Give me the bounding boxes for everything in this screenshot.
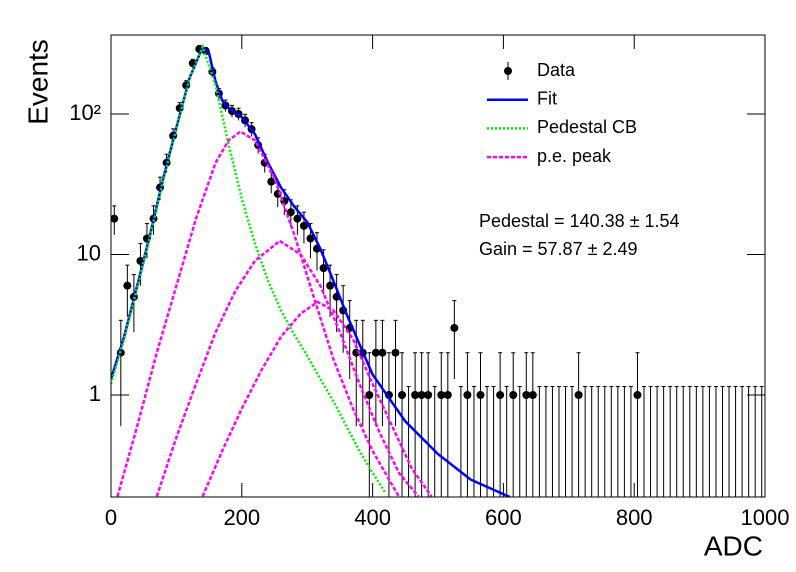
data-point [437,391,446,400]
data-point [633,391,642,400]
fit-curve [155,239,420,497]
legend-label: Fit [537,88,557,108]
data-point [476,391,485,400]
data-point [496,391,505,400]
legend-label: Data [537,60,576,80]
data-point [293,214,302,223]
y-axis-label: Events [22,39,53,125]
data-point [398,391,407,400]
fit-curve [111,43,387,494]
data-point [509,391,518,400]
x-tick-label: 400 [354,505,391,530]
y-tick-label: 10 [77,240,101,265]
data-point [378,348,387,357]
data-point [365,391,374,400]
annotation: Gain = 57.87 ± 2.49 [479,239,638,259]
x-tick-label: 1000 [741,505,790,530]
x-axis-label: ADC [704,530,763,561]
x-tick-label: 200 [223,505,260,530]
y-tick-label: 10² [69,100,101,125]
legend-label: Pedestal CB [537,117,637,137]
data-point [286,208,295,217]
y-tick-label: 1 [89,381,101,406]
plot-area [111,43,764,497]
data-point [306,234,315,243]
data-point [326,281,335,290]
frame [110,34,766,498]
data-point [371,348,380,357]
x-tick-label: 800 [616,505,653,530]
data-point [443,391,452,400]
data-point [123,281,132,290]
data-point [299,221,308,230]
data-point [267,177,276,186]
data-point [450,323,459,332]
data-point [522,391,531,400]
fit-curve [116,130,400,497]
data-point [574,391,583,400]
x-tick-label: 600 [485,505,522,530]
data-point [111,214,119,223]
data-point [411,391,420,400]
data-point [528,391,537,400]
data-point [417,391,426,400]
data-point [424,391,433,400]
data-point [463,391,472,400]
fit-curve [201,300,433,497]
x-tick-label: 0 [105,505,117,530]
data-point [319,264,328,273]
legend-label: p.e. peak [537,146,612,166]
annotation: Pedestal = 140.38 ± 1.54 [479,211,680,231]
data-point [391,348,400,357]
